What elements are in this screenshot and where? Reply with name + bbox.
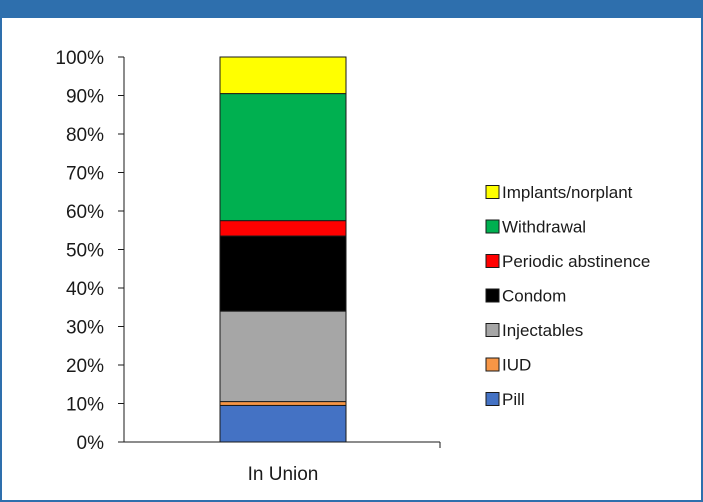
bar-segment-withdrawal (219, 93, 347, 222)
x-category-label: In Union (248, 464, 319, 485)
bar-segment-implants-norplant (219, 56, 347, 95)
legend-label: Condom (502, 287, 566, 306)
legend-swatch (485, 254, 500, 268)
y-tick-label: 10% (66, 395, 104, 416)
bar-segment-injectables (219, 310, 347, 403)
legend-swatch (485, 288, 500, 303)
legend-swatch (485, 185, 500, 199)
y-tick-label: 90% (66, 87, 104, 108)
legend-swatch (485, 219, 500, 234)
y-tick-label: 50% (66, 241, 104, 262)
bar-segment-condom (219, 235, 347, 312)
y-tick-label: 0% (77, 433, 105, 454)
y-tick-label: 60% (66, 202, 104, 223)
bar-segment-periodic-abstinence (219, 220, 347, 237)
y-tick-label: 20% (66, 356, 104, 377)
y-tick-label: 100% (55, 48, 104, 69)
legend-label: Withdrawal (502, 218, 586, 237)
y-tick-label: 70% (66, 164, 104, 185)
legend-label: Periodic abstinence (502, 252, 650, 271)
legend-label: Pill (502, 390, 525, 409)
legend-swatch (485, 392, 500, 406)
y-tick-label: 80% (66, 125, 104, 146)
bar-segment-pill (219, 404, 347, 443)
header-band (2, 2, 701, 18)
bar-segment-iud (219, 401, 347, 406)
y-tick-label: 30% (66, 318, 104, 339)
legend-label: IUD (502, 356, 531, 375)
legend-label: Injectables (502, 321, 583, 340)
legend-swatch (485, 357, 500, 372)
legend-label: Implants/norplant (502, 183, 633, 202)
y-tick-label: 40% (66, 279, 104, 300)
legend-swatch (485, 323, 500, 337)
